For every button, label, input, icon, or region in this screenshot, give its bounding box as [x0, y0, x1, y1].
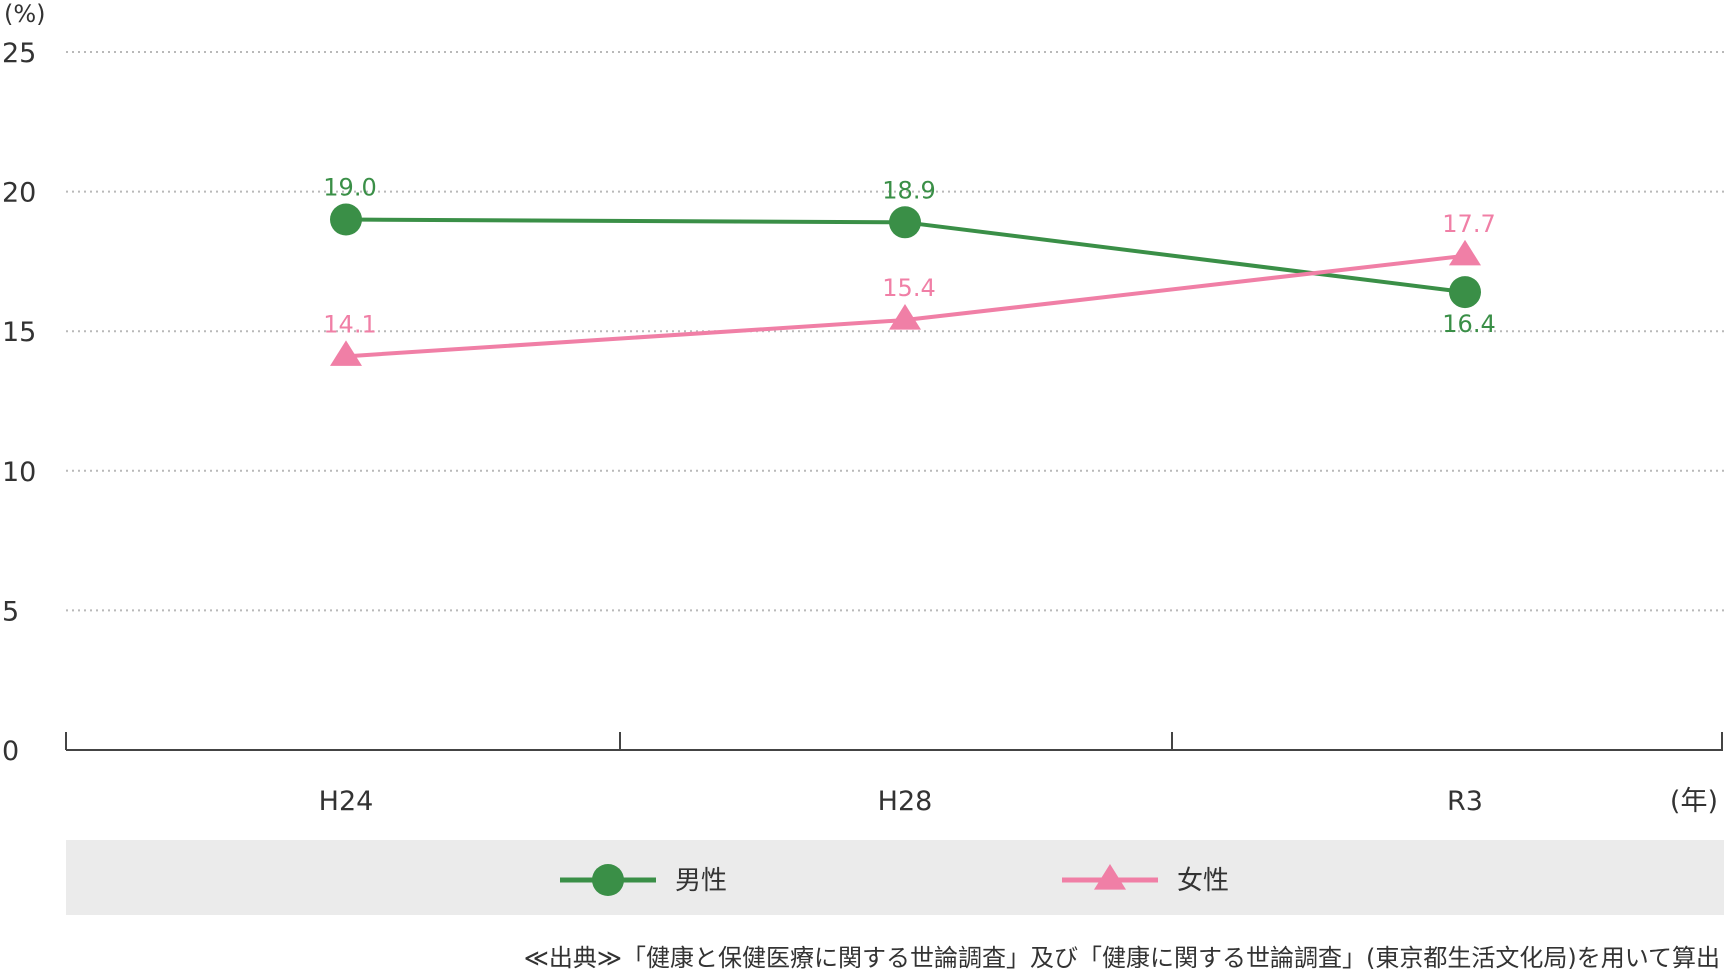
source-note: ≪出典≫「健康と保健医療に関する世論調査」及び「健康に関する世論調査」(東京都生… — [524, 944, 1720, 972]
series-layer: 19.0 18.9 16.4 14.1 15.4 17.7 — [323, 174, 1496, 366]
x-tick-label: H28 — [878, 786, 933, 817]
data-label: 16.4 — [1442, 310, 1495, 338]
data-label: 18.9 — [882, 176, 935, 204]
y-axis-ticks: 0 5 10 15 20 25 — [2, 38, 36, 767]
y-tick-label: 5 — [2, 596, 19, 627]
x-tick-label: R3 — [1447, 786, 1483, 817]
legend-item-female: 女性 — [1062, 864, 1229, 896]
x-axis: H24 H28 R3 — [65, 732, 1723, 817]
series-male: 19.0 18.9 16.4 — [323, 174, 1495, 339]
legend-label: 女性 — [1177, 866, 1229, 896]
data-point-circle — [1449, 276, 1481, 309]
y-tick-label: 25 — [2, 38, 36, 69]
y-tick-label: 15 — [2, 317, 36, 348]
legend-box — [66, 840, 1724, 915]
legend-marker-triangle — [1094, 864, 1126, 890]
data-point-triangle — [1449, 239, 1481, 266]
data-point-circle — [889, 206, 921, 239]
data-label: 17.7 — [1442, 210, 1495, 238]
data-label: 14.1 — [323, 310, 376, 338]
y-axis-unit: (%) — [4, 0, 46, 28]
data-point-triangle — [889, 304, 921, 330]
x-axis-unit: (年) — [1670, 786, 1718, 817]
series-female: 14.1 15.4 17.7 — [323, 210, 1496, 366]
y-tick-label: 0 — [2, 736, 19, 767]
data-point-triangle — [330, 340, 362, 366]
legend-label: 男性 — [675, 866, 727, 896]
x-tick-label: H24 — [319, 786, 374, 817]
legend-marker-circle — [592, 864, 624, 896]
y-tick-label: 20 — [2, 178, 36, 209]
legend-item-male: 男性 — [560, 864, 727, 896]
data-label: 15.4 — [882, 274, 935, 302]
y-tick-label: 10 — [2, 457, 36, 488]
data-point-circle — [330, 203, 362, 236]
grid-lines — [66, 51, 1724, 612]
legend: 男性 女性 — [560, 864, 1229, 896]
data-label: 19.0 — [323, 174, 376, 202]
